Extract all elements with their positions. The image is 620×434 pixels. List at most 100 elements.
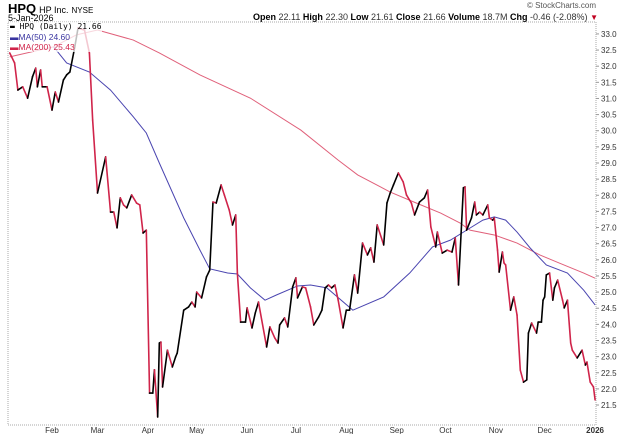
price-segment-up <box>187 301 193 308</box>
price-segment-up <box>525 332 530 381</box>
price-segment-down <box>104 156 112 213</box>
price-segment-down <box>130 194 138 204</box>
price-segment-up <box>389 184 395 194</box>
price-segment-up <box>296 286 304 299</box>
price-segment-up <box>342 309 348 329</box>
price-segment-down <box>91 119 99 194</box>
price-segment-down <box>446 249 453 253</box>
price-segment-up <box>57 79 65 103</box>
price-segment-down <box>166 349 174 368</box>
price-segment-down <box>234 214 239 274</box>
price-segment-up <box>286 286 294 328</box>
price-segment-down <box>397 172 405 183</box>
price-segment-down <box>581 349 587 366</box>
x-axis: Feb Mar Apr May Jun Jul Aug Sep Oct Nov Dec 2026 <box>45 426 604 434</box>
plot-lines <box>8 27 596 418</box>
price-segment-down <box>361 242 369 256</box>
price-segment-up <box>321 287 326 311</box>
price-segment-up <box>51 91 57 111</box>
price-segment-down <box>426 189 432 228</box>
price-segment-down <box>88 52 94 121</box>
quote-label: Open <box>253 12 277 22</box>
x-tick-label: May <box>189 426 204 434</box>
price-segment-up <box>527 322 533 334</box>
legend-price: ▬ HPQ (Daily) 21.66 <box>10 22 102 31</box>
price-segment-up <box>498 251 504 273</box>
price-segment-down <box>548 272 554 301</box>
price-segment-down <box>556 279 564 301</box>
x-tick-label: Mar <box>91 426 105 434</box>
price-segment-up <box>265 326 271 348</box>
y-tick-label: 29.0 <box>601 159 617 168</box>
price-segment-down <box>454 237 460 286</box>
y-tick-label: 27.5 <box>601 207 617 216</box>
quote-value: 22.11 <box>278 12 301 22</box>
price-segment-down <box>160 341 164 388</box>
price-segment-down <box>295 277 299 299</box>
price-segment-down <box>13 62 19 91</box>
x-tick-label: Apr <box>142 426 155 434</box>
price-segment-down <box>260 319 268 348</box>
price-segment-down <box>496 249 500 273</box>
legend: ▬ HPQ (Daily) 21.66 ▬MA(50) 24.60 ▬MA(20… <box>10 22 102 52</box>
price-segment-down <box>119 197 125 206</box>
price-segment-down <box>473 201 478 216</box>
price-segment-down <box>410 202 416 216</box>
price-segment-up <box>205 269 211 278</box>
price-segment-down <box>512 296 518 316</box>
price-segment-up <box>176 309 185 354</box>
legend-ma50: ▬MA(50) 24.60 <box>10 32 71 42</box>
price-segment-up <box>356 242 364 294</box>
price-segment-up <box>418 197 426 203</box>
price-segment-down <box>220 184 226 196</box>
price-segment-down <box>530 322 538 334</box>
price-segment-up <box>392 172 400 186</box>
price-segment-down <box>269 326 276 339</box>
price-segment-down <box>569 342 574 351</box>
price-segment-down <box>228 209 234 226</box>
price-segment-up <box>482 204 489 216</box>
copyright: © StockCharts.com <box>526 1 596 10</box>
legend-ma50-label: MA(50) 24.60 <box>18 32 71 42</box>
price-segment-up <box>386 192 392 204</box>
y-tick-label: 29.5 <box>601 143 617 152</box>
exchange: NYSE <box>71 6 94 15</box>
price-segment-down <box>464 186 468 231</box>
price-segment-up <box>457 187 465 286</box>
y-tick-label: 24.5 <box>601 304 617 313</box>
y-tick-label: 31.0 <box>601 94 617 103</box>
price-segment-down <box>519 369 525 383</box>
x-tick-label: Aug <box>339 426 353 434</box>
price-segment-up <box>434 231 439 248</box>
price-segment-up <box>17 86 24 91</box>
price-segment-down <box>486 204 491 219</box>
price-segment-down <box>430 226 437 248</box>
price-segment-up <box>535 321 539 334</box>
price-segment-down <box>566 299 572 344</box>
y-tick-label: 23.0 <box>601 353 617 362</box>
y-tick-label: 24.0 <box>601 320 617 329</box>
x-tick-label: Oct <box>439 426 452 434</box>
chart-date: 5-Jan-2026 <box>8 13 54 23</box>
price-segment-down <box>46 86 53 111</box>
price-segment-down <box>309 306 315 326</box>
price-segment-up <box>182 306 190 311</box>
x-tick-label: 2026 <box>586 426 604 434</box>
x-tick-label: Sep <box>390 426 405 434</box>
y-tick-label: 26.0 <box>601 256 617 265</box>
y-tick-label: 31.5 <box>601 78 617 87</box>
quote-value: 22.30 <box>325 12 348 22</box>
symbol: HPQ <box>8 1 37 16</box>
price-segment-down <box>8 52 16 64</box>
price-segment-up <box>576 349 583 359</box>
y-tick-label: 28.5 <box>601 175 617 184</box>
legend-ma200: ▬MA(200) 25.43 <box>10 42 75 52</box>
price-segment-down <box>21 86 29 99</box>
price-segment-down <box>402 181 408 196</box>
price-segment-down <box>571 349 578 359</box>
y-tick-label: 33.0 <box>601 30 617 39</box>
y-tick-label: 32.0 <box>601 62 617 71</box>
y-tick-label: 27.0 <box>601 224 617 233</box>
price-segment-down <box>376 224 385 246</box>
